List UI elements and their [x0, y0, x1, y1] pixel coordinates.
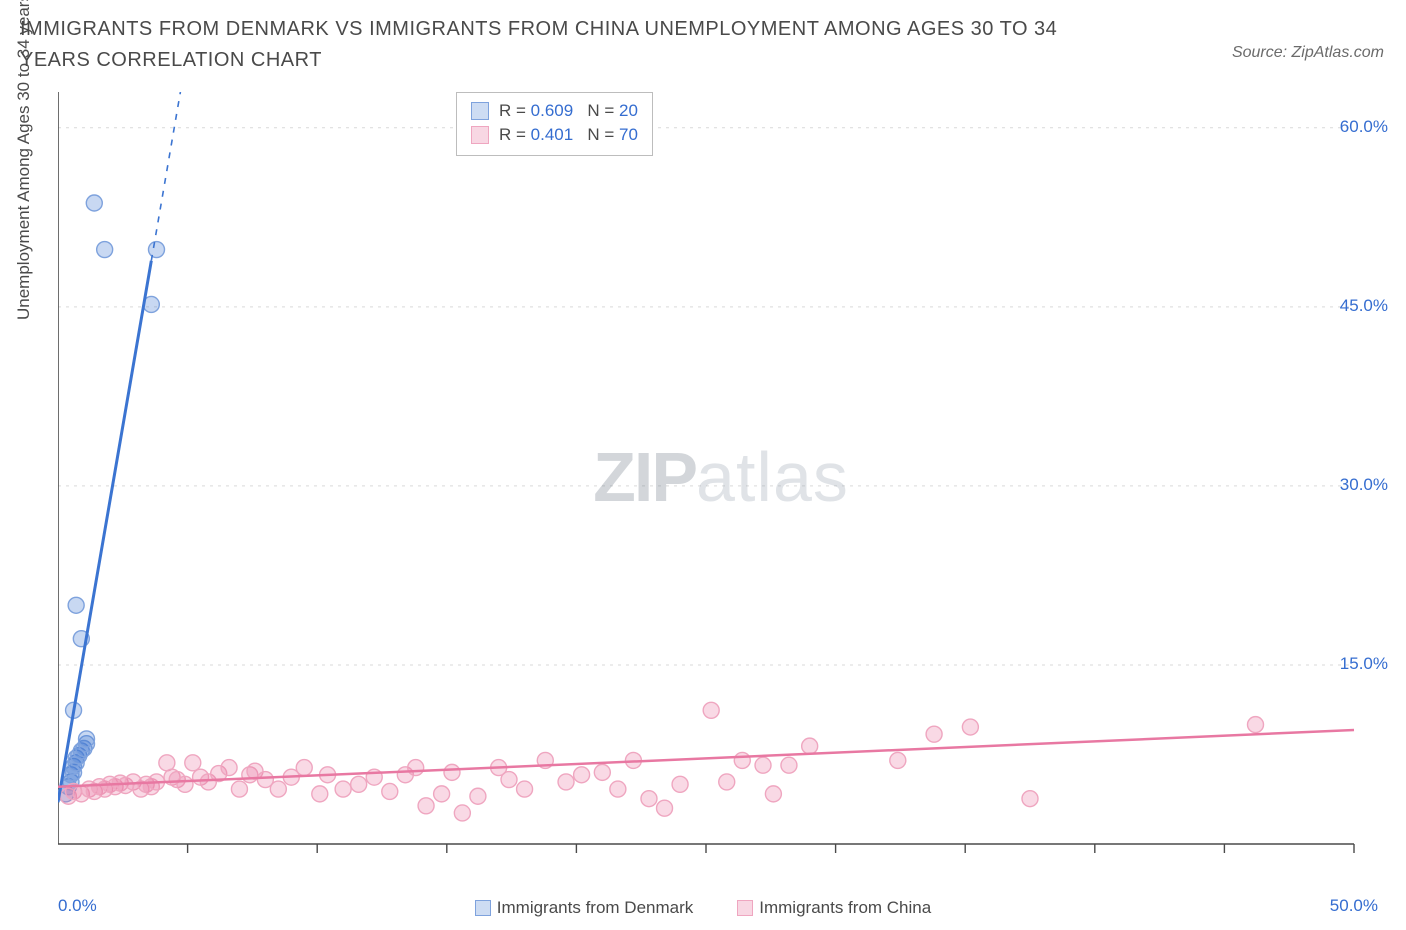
y-tick-label: 60.0% [1340, 117, 1388, 137]
y-axis-label: Unemployment Among Ages 30 to 34 years [14, 0, 34, 320]
legend-item: Immigrants from China [737, 898, 931, 917]
scatter-chart-svg [58, 92, 1384, 862]
legend-swatch [737, 900, 753, 916]
legend-label: Immigrants from Denmark [497, 898, 693, 917]
chart-title: IMMIGRANTS FROM DENMARK VS IMMIGRANTS FR… [20, 14, 1120, 76]
legend-label: Immigrants from China [759, 898, 931, 917]
r-label: R = [499, 101, 531, 120]
legend-swatch [471, 102, 489, 120]
n-label: N = [573, 125, 619, 144]
y-tick-label: 45.0% [1340, 296, 1388, 316]
n-value: 70 [619, 125, 638, 144]
source-label: Source: ZipAtlas.com [1232, 44, 1384, 62]
correlation-stats-box: R = 0.609 N = 20R = 0.401 N = 70 [456, 92, 653, 156]
r-label: R = [499, 125, 531, 144]
series-legend: Immigrants from Denmark Immigrants from C… [0, 898, 1406, 918]
plot-area: ZIPatlas R = 0.609 N = 20R = 0.401 N = 7… [58, 92, 1384, 862]
r-value: 0.401 [531, 125, 574, 144]
chart-container: IMMIGRANTS FROM DENMARK VS IMMIGRANTS FR… [0, 0, 1406, 930]
n-label: N = [573, 101, 619, 120]
n-value: 20 [619, 101, 638, 120]
r-value: 0.609 [531, 101, 574, 120]
y-tick-label: 30.0% [1340, 475, 1388, 495]
legend-swatch [475, 900, 491, 916]
stats-row: R = 0.401 N = 70 [471, 123, 638, 147]
legend-swatch [471, 126, 489, 144]
stats-row: R = 0.609 N = 20 [471, 99, 638, 123]
y-tick-label: 15.0% [1340, 654, 1388, 674]
legend-item: Immigrants from Denmark [475, 898, 693, 917]
